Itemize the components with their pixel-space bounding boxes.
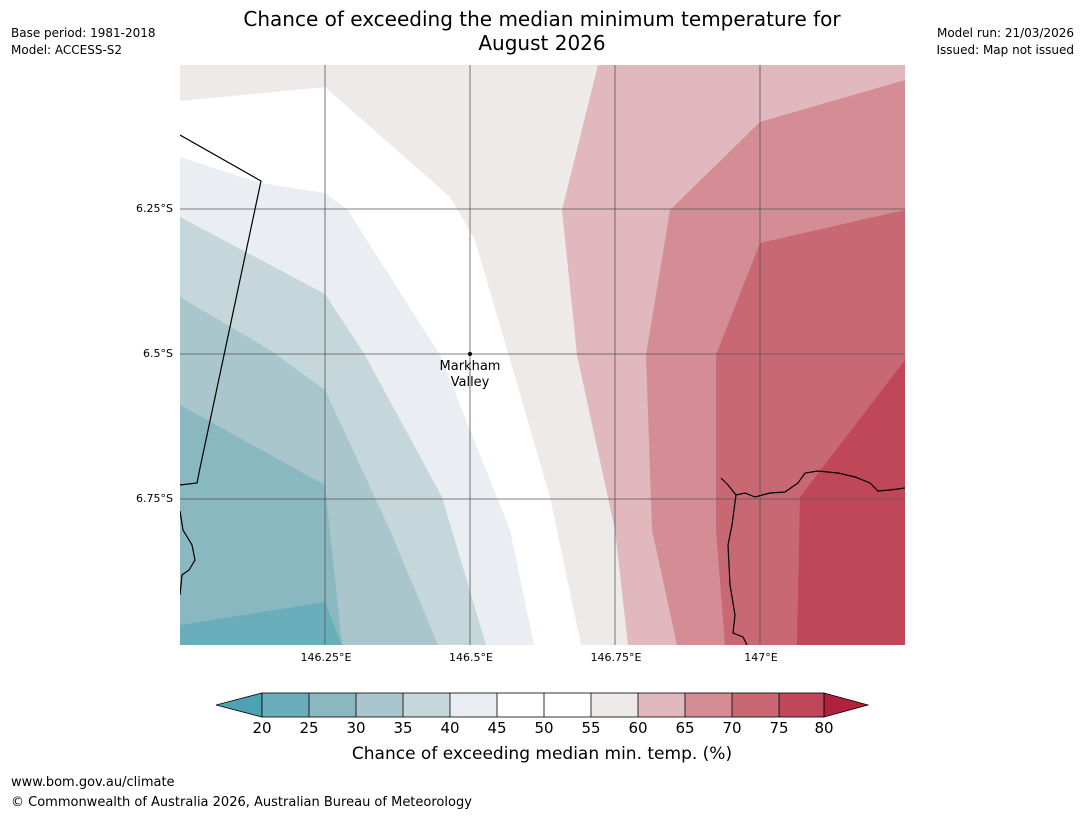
colorbar-tick: 80 bbox=[814, 719, 834, 737]
band-25-30 bbox=[180, 405, 342, 645]
band-75-80 bbox=[797, 360, 905, 645]
colorbar-segment-30-35 bbox=[356, 693, 403, 717]
lat-label-625: 6.25°S bbox=[136, 202, 173, 215]
place-name-line-2: Valley bbox=[450, 375, 490, 390]
colorbar-label: Chance of exceeding median min. temp. (%… bbox=[351, 744, 733, 764]
colorbar-segment-25-30 bbox=[309, 693, 356, 717]
colorbar-segment-35-40 bbox=[403, 693, 450, 717]
colorbar-extend-low bbox=[214, 692, 263, 718]
colorbar-tick: 65 bbox=[675, 719, 695, 737]
colorbar-segment-70-75 bbox=[732, 693, 779, 717]
lon-label-14675: 146.75°E bbox=[590, 651, 642, 664]
colorbar-tick: 60 bbox=[628, 719, 648, 737]
place-marker bbox=[468, 352, 472, 356]
colorbar-segment-55-60 bbox=[591, 693, 638, 717]
colorbar-segment-60-65 bbox=[638, 693, 685, 717]
metadata-right: Model run: 21/03/2026 Issued: Map not is… bbox=[936, 25, 1074, 59]
forecast-map[interactable] bbox=[180, 65, 905, 645]
title-line-1: Chance of exceeding the median minimum t… bbox=[243, 7, 841, 31]
colorbar-tick: 45 bbox=[487, 719, 507, 737]
model-run: Model run: 21/03/2026 bbox=[936, 26, 1074, 40]
band-20-25 bbox=[180, 602, 342, 645]
lat-label-675: 6.75°S bbox=[136, 492, 173, 505]
colorbar-tick: 55 bbox=[581, 719, 601, 737]
gridlines bbox=[180, 65, 905, 645]
colorbar-segment-45-50 bbox=[497, 693, 544, 717]
colorbar-tick: 20 bbox=[252, 719, 272, 737]
colorbar-tick: 40 bbox=[440, 719, 460, 737]
colorbar-segment-40-45 bbox=[450, 693, 497, 717]
footer-copyright: © Commonwealth of Australia 2026, Austra… bbox=[11, 795, 472, 810]
page-title: Chance of exceeding the median minimum t… bbox=[192, 7, 892, 55]
place-label: Markham Valley bbox=[420, 359, 520, 391]
lat-label-650: 6.5°S bbox=[143, 347, 173, 360]
colorbar-segment-65-70 bbox=[685, 693, 732, 717]
colorbar-extend-high bbox=[823, 692, 870, 718]
colorbar-tick: 30 bbox=[346, 719, 366, 737]
base-period: Base period: 1981-2018 bbox=[11, 26, 156, 40]
lon-label-147: 147°E bbox=[744, 651, 778, 664]
colorbar-tick: 50 bbox=[534, 719, 554, 737]
colorbar-tick: 75 bbox=[769, 719, 789, 737]
colorbar-tick: 25 bbox=[299, 719, 319, 737]
lon-label-1465: 146.5°E bbox=[449, 651, 493, 664]
issued-status: Issued: Map not issued bbox=[936, 43, 1074, 57]
boundary-lines bbox=[180, 134, 905, 645]
lon-label-14625: 146.25°E bbox=[300, 651, 352, 664]
model-name: Model: ACCESS-S2 bbox=[11, 43, 123, 57]
place-name-line-1: Markham bbox=[439, 359, 501, 374]
colorbar-segment-20-25 bbox=[262, 693, 309, 717]
colorbar-tick: 70 bbox=[722, 719, 742, 737]
colorbar-segment-50-55 bbox=[544, 693, 591, 717]
colorbar bbox=[214, 692, 870, 724]
footer-url[interactable]: www.bom.gov.au/climate bbox=[11, 775, 175, 790]
metadata-left: Base period: 1981-2018 Model: ACCESS-S2 bbox=[11, 25, 156, 59]
title-line-2: August 2026 bbox=[478, 31, 606, 55]
colorbar-segment-75-80 bbox=[779, 693, 824, 717]
colorbar-tick: 35 bbox=[393, 719, 413, 737]
